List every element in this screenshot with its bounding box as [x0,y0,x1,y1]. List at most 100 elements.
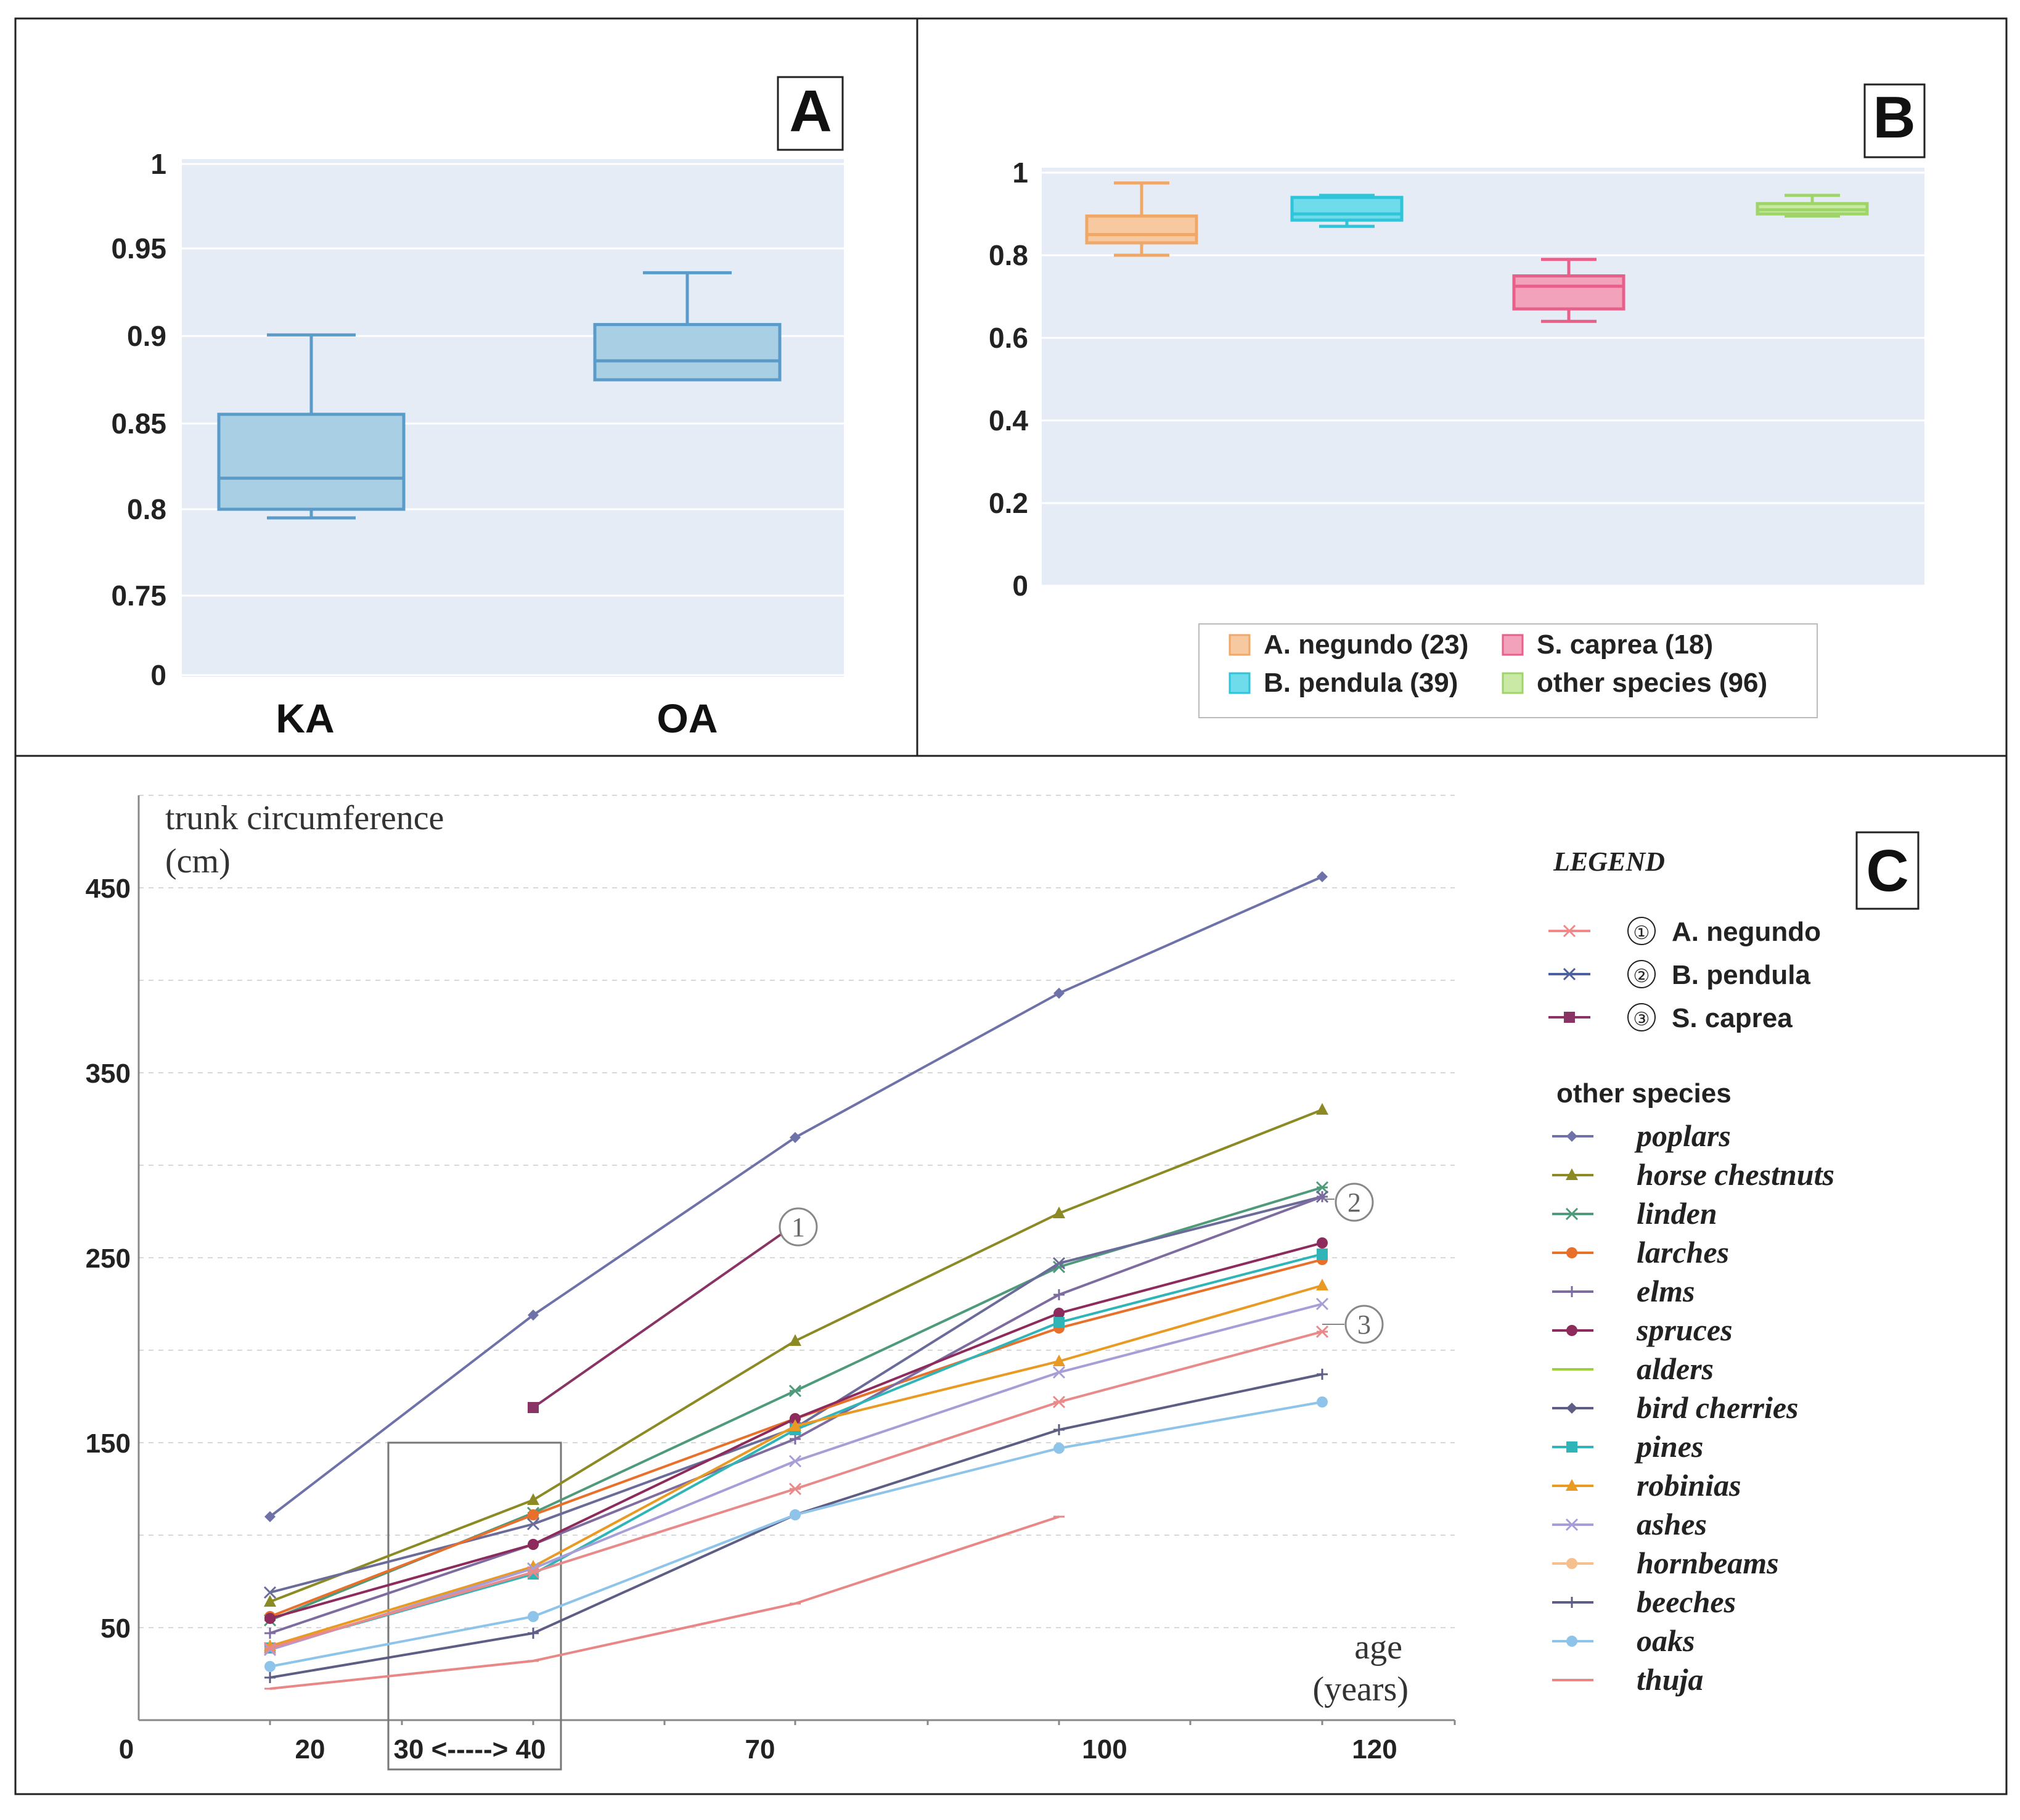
panel-c-legend-marker [1566,1168,1578,1180]
panel-c-point-bird-cherries [1053,1424,1065,1435]
panel-c-legend-marker [1566,1636,1577,1647]
panel-c-legend-label: hornbeams [1637,1546,1779,1580]
panel-c-x-label-line1: age [1354,1628,1402,1666]
panel-b-boxes [1085,181,1869,323]
panel-c-point-b-pendula [526,1517,540,1531]
panel-c-series-line-a-negundo [532,1223,796,1409]
panel-c-legend-label: robinias [1637,1468,1741,1502]
panel-a-y-ticks: 0 0.75 0.8 0.85 0.9 0.95 1 [111,148,166,691]
panel-b-legend-label: other species (96) [1537,668,1767,698]
panel-c-point-oaks [790,1509,801,1520]
panel-c-legend-marker [1566,1286,1577,1297]
panel-c-curve-label-number: 2 [1347,1187,1361,1218]
panel-b-y-tick-label: 0.4 [989,404,1028,437]
panel-a-y-tick-label: 0.75 [111,580,166,612]
panel-c-point-spruces [1053,1308,1065,1319]
panel-b-box-s-caprea [1512,274,1625,311]
panel-c-point-larches [528,1509,539,1520]
panel-a-y-tick-label: 0 [150,659,166,691]
panel-c-point-spruces [790,1413,801,1424]
figure-frame [14,17,2008,1795]
panel-c-point-horse-chestnuts [1053,1207,1065,1218]
panel-b-y-ticks: 0 0.2 0.4 0.6 0.8 1 [989,157,1028,602]
panel-b-label: B [1873,84,1915,150]
panel-c-point-horse-chestnuts [264,1595,276,1607]
panel-c-point-s-caprea [788,1482,802,1496]
panel-c-point-b-pendula [1052,1256,1066,1270]
panel-c-point-linden [1315,1181,1329,1194]
panel-c-legend-label: spruces [1636,1313,1733,1347]
panel-c-point-ashes [1052,1366,1066,1379]
panel-b-y-tick-label: 0.2 [989,487,1028,519]
panel-c-point-oaks [264,1661,276,1672]
panel-c-point-bird-cherries [528,1628,539,1639]
panel-c-point-elms [1053,1289,1065,1300]
panel-c-point-horse-chestnuts [1316,1103,1328,1115]
panel-b-legend-swatch [1229,672,1251,694]
panel-c-point-bird-cherries [1317,1369,1328,1380]
panel-a-label: A [789,78,832,144]
panel-c-point-poplars [1053,988,1065,999]
panel-c-point-spruces [1317,1237,1328,1248]
panel-c-legend-marker [1566,1479,1578,1491]
panel-c-series [263,871,1329,1690]
panel-c-legend-other-title: other species [1556,1078,1732,1109]
panel-c-legend: ① A. negundo ② B. pendula ③ S. caprea other sp… [1548,917,1834,1697]
panel-c-x-tick-label: 20 [295,1734,325,1765]
panel-c-legend-number-circle [1627,1003,1656,1031]
panel-c-legend-label: elms [1637,1274,1695,1308]
panel-c-point-pines [1317,1248,1328,1260]
panel-c-legend-marker [1566,1403,1577,1414]
panel-a-y-tick-label: 0.9 [127,320,166,352]
panel-c-point-oaks [528,1611,539,1622]
panel-c-legend-label: A. negundo [1672,917,1821,947]
panel-c-x-label-line2: (years) [1313,1670,1409,1708]
panel-c-legend-label: horse chestnuts [1637,1157,1834,1192]
panel-b-legend-label: A. negundo (23) [1264,629,1468,660]
panel-c-legend-marker [1566,1441,1577,1453]
panel-b-legend-items: A. negundo (23) S. caprea (18) B. pendula … [1229,629,1767,698]
panel-c-legend-label: ashes [1637,1507,1707,1541]
panel-c-y-tick-label: 450 [86,874,131,904]
panel-b-label-box [1863,83,1926,158]
panel-c-point-oaks [1053,1443,1065,1454]
panel-c-legend-label: poplars [1634,1118,1731,1153]
panel-b-y-tick-label: 0 [1012,570,1028,602]
panel-a-y-tick-label: 0.8 [127,493,166,525]
panel-b-grid [1042,171,1924,587]
panel-c-legend-marker [1566,1131,1577,1142]
panel-c-point-oaks [1317,1396,1328,1408]
panel-c-legend-number: ② [1634,965,1650,987]
panel-c-series-line-horse-chestnuts [269,1109,1323,1603]
panel-c-y-ticks: 50 150 250 350 450 [86,874,131,1644]
panel-c-point-robinias [789,1419,801,1431]
panel-c-x-ticks: 0 20 30 <-----> 40 70 100 120 [119,1720,1456,1765]
panel-c-legend-title: LEGEND [1553,846,1665,877]
panel-c-legend-label: pines [1634,1429,1703,1464]
panel-c-legend-label: beeches [1637,1584,1736,1619]
panel-c-point-s-caprea [1315,1325,1329,1338]
panel-c-y-label-line1: trunk circumference [165,799,444,837]
panel-c-point-spruces [528,1539,539,1550]
panel-c-legend-label: bird cherries [1637,1390,1799,1425]
panel-c-legend-marker [1563,967,1576,981]
panel-a-box-oa [593,322,782,382]
panel-c-point-elms [1317,1191,1328,1202]
panel-c-x-tick-label: 30 <-----> 40 [394,1734,546,1765]
panel-c-legend-marker [1566,1558,1577,1569]
panel-c-point-bird-cherries [264,1672,276,1683]
panel-c-curve-label-circle [1344,1305,1384,1344]
panel-a-x-label-ka: KA [276,695,334,741]
panel-c-legend-label: S. caprea [1672,1003,1793,1033]
panel-c-curve-label-number: 1 [791,1212,805,1242]
panel-c-x-tick-label: 0 [119,1734,134,1765]
panel-c-point-s-caprea [1052,1395,1066,1409]
panel-c-y-tick-label: 350 [86,1059,131,1089]
panel-c-series-line-pines [269,1253,1323,1649]
panel-a: 0 0.75 0.8 0.85 0.9 0.95 1 KA OA A [111,76,844,741]
panel-c-y-tick-label: 150 [86,1429,131,1459]
panel-a-label-box [777,76,844,151]
panel-c-legend-label: B. pendula [1672,960,1810,990]
panel-c-series-line-thuja [269,1515,1060,1690]
panel-c-y-tick-label: 50 [100,1613,131,1644]
